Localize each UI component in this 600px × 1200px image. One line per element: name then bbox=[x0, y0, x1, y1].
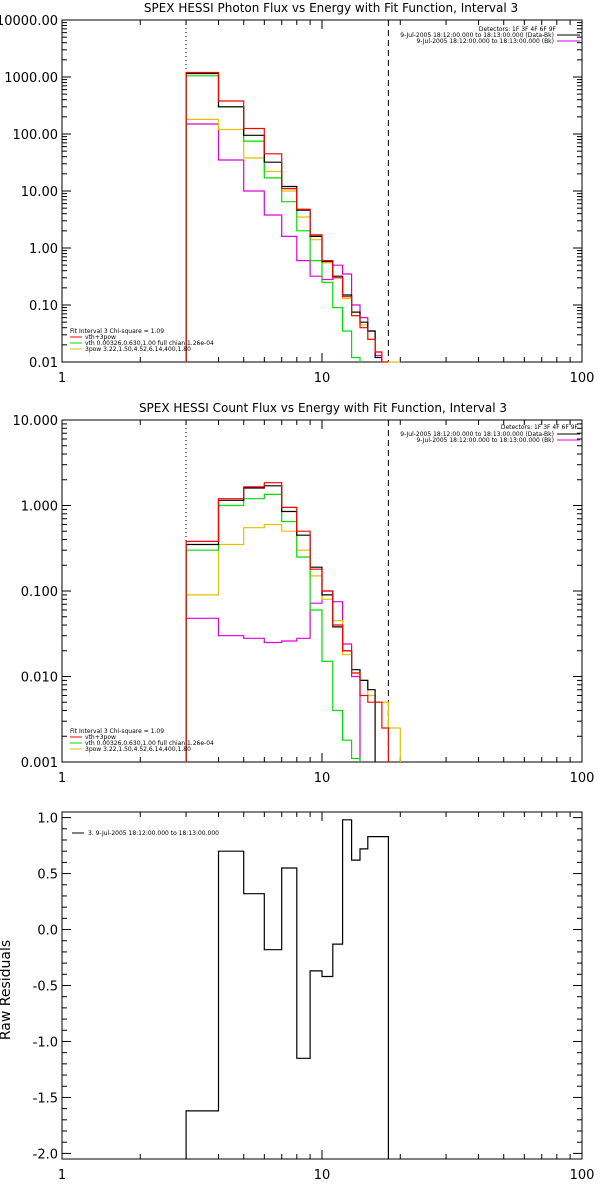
photon-fit-interval-label: Fit Interval 3 Chi-square = 1.09 bbox=[70, 328, 164, 335]
y-tick-label-0-0: 0.0 bbox=[37, 924, 58, 939]
x-tick-label-10: 10 bbox=[314, 1168, 331, 1183]
y-tick-label-0-010: 0.010 bbox=[21, 671, 58, 686]
x-tick-label-1: 1 bbox=[58, 371, 66, 386]
series-vth-3pow bbox=[185, 482, 389, 762]
y-tick-label-0-01: 0.01 bbox=[29, 356, 58, 371]
y-tick-label-1-0: -1.0 bbox=[33, 1035, 58, 1050]
y-tick-label-1-0: 1.0 bbox=[37, 812, 58, 827]
y-tick-label-0-100: 0.100 bbox=[21, 585, 58, 600]
y-tick-label-2-0: -2.0 bbox=[33, 1147, 58, 1162]
count-flux-panel: SPEX HESSI Count Flux vs Energy with Fit… bbox=[13, 401, 595, 786]
count-fit-interval-label: Fit Interval 3 Chi-square = 1.09 bbox=[70, 728, 164, 735]
y-tick-label-0-5: 0.5 bbox=[37, 868, 58, 883]
photon-fit-legend-label: vth+3pow bbox=[85, 334, 116, 341]
x-tick-label-10: 10 bbox=[314, 371, 331, 386]
y-tick-label-10-000: 10.000 bbox=[13, 414, 59, 429]
photon-flux-series bbox=[185, 20, 401, 363]
photon-bk-legend-label: 9-Jul-2005 18:12:00.000 to 18:13:00.000 … bbox=[416, 38, 554, 45]
residuals-panel: 1 10 100 1.0 0.5 0.0 -0.5 -1.0 -1.5 -2.0 3. 9-Jul… bbox=[0, 811, 595, 1183]
x-tick-label-100: 100 bbox=[570, 371, 595, 386]
count-flux-axes: 1 10 100 0.001 0.010 0.100 1.000 10.000 bbox=[13, 414, 595, 786]
y-tick-label-0-10: 0.10 bbox=[29, 299, 58, 314]
residuals-axes: 1 10 100 1.0 0.5 0.0 -0.5 -1.0 -1.5 -2.0 bbox=[33, 812, 595, 1183]
y-tick-label-1000-00: 1000.00 bbox=[4, 71, 58, 86]
residuals-y-axis-label: Raw Residuals bbox=[0, 940, 14, 1040]
series-3-9-jul-2005-18-12-00-000-to-18-13-00-000 bbox=[185, 819, 389, 1159]
count-fit-legend-label: vth+3pow bbox=[85, 734, 116, 741]
count-data-legend-label: 9-Jul-2005 18:12:00.000 to 18:13:00.000 … bbox=[400, 431, 554, 438]
x-tick-label-10: 10 bbox=[314, 771, 331, 786]
y-tick-label-1-000: 1.000 bbox=[21, 500, 58, 515]
x-tick-label-100: 100 bbox=[570, 771, 595, 786]
count-detector-header: Detectors: 1F 3F 4F 6F 9F bbox=[501, 424, 579, 431]
x-tick-label-1: 1 bbox=[58, 771, 66, 786]
y-tick-label-10-00: 10.00 bbox=[21, 185, 58, 200]
y-tick-label-0-5: -0.5 bbox=[33, 980, 58, 995]
y-tick-label-10000-00: 10000.00 bbox=[0, 14, 58, 29]
photon-3pow-legend-label: 3pow 3.22,1.50,4.52,6.14,400,1.80 bbox=[85, 346, 191, 353]
count-vth-legend-label: vth 0.00326,0.630,1.00 full chian 1.26e-… bbox=[85, 740, 214, 747]
y-tick-label-100-00: 100.00 bbox=[13, 128, 59, 143]
count-bk-legend-label: 9-Jul-2005 18:12:00.000 to 18:13:00.000 … bbox=[416, 437, 554, 444]
x-tick-label-1: 1 bbox=[58, 1168, 66, 1183]
series-vth bbox=[185, 493, 361, 762]
photon-vth-legend-label: vth 0.00326,0.630,1.00 full chian 1.26e-… bbox=[85, 340, 214, 347]
residuals-series bbox=[185, 819, 389, 1159]
x-tick-label-100: 100 bbox=[570, 1168, 595, 1183]
count-3pow-legend-label: 3pow 3.22,1.50,4.52,6.14,400,1.80 bbox=[85, 746, 191, 753]
count-flux-series bbox=[185, 420, 401, 762]
photon-flux-panel: SPEX HESSI Photon Flux vs Energy with Fi… bbox=[0, 1, 594, 386]
photon-flux-axes: 1 10 100 0.01 0.10 1.00 10.00 100.00 1000.00 1000… bbox=[0, 14, 594, 386]
y-tick-label-0-001: 0.001 bbox=[21, 756, 58, 771]
photon-data-legend-label: 9-Jul-2005 18:12:00.000 to 18:13:00.000 … bbox=[400, 32, 554, 39]
series-bk bbox=[185, 590, 361, 762]
count-flux-title: SPEX HESSI Count Flux vs Energy with Fit… bbox=[139, 401, 507, 415]
residuals-legend-label: 3. 9-Jul-2005 18:12:00.000 to 18:13:00.0… bbox=[88, 830, 219, 837]
series-vth-3pow bbox=[185, 71, 389, 363]
y-tick-label-1-5: -1.5 bbox=[33, 1091, 58, 1106]
photon-detector-header: Detectors: 1F 3F 4F 6F 9F bbox=[479, 26, 557, 33]
photon-flux-title: SPEX HESSI Photon Flux vs Energy with Fi… bbox=[144, 1, 518, 15]
y-tick-label-1-00: 1.00 bbox=[29, 242, 58, 257]
